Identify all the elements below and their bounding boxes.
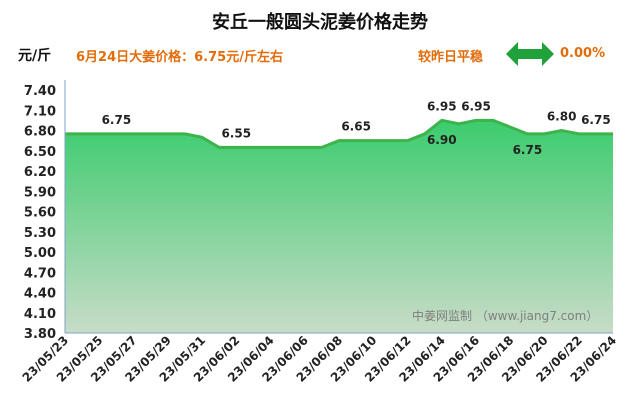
area-fill bbox=[65, 120, 613, 334]
double-arrow-icon bbox=[506, 42, 554, 66]
y-tick-label: 6.50 bbox=[24, 145, 56, 160]
data-label: 6.90 bbox=[427, 133, 457, 147]
y-tick-label: 5.60 bbox=[24, 206, 56, 221]
y-tick-label: 4.10 bbox=[24, 307, 56, 322]
y-tick-label: 6.20 bbox=[24, 165, 56, 180]
y-tick-label: 7.10 bbox=[24, 104, 56, 119]
data-label: 6.95 bbox=[427, 99, 457, 113]
y-tick-label: 5.00 bbox=[24, 246, 56, 261]
y-tick-label: 4.40 bbox=[24, 287, 56, 302]
data-label: 6.95 bbox=[461, 99, 491, 113]
price-note: 6月24日大姜价格：6.75元/斤左右 bbox=[76, 50, 283, 65]
y-tick-label: 4.70 bbox=[24, 266, 56, 281]
y-tick-label: 6.80 bbox=[24, 125, 56, 140]
y-tick-label: 5.90 bbox=[24, 185, 56, 200]
data-label: 6.75 bbox=[102, 113, 132, 127]
compare-value: 0.00% bbox=[560, 46, 606, 61]
unit-label: 元/斤 bbox=[18, 48, 52, 64]
compare-label: 较昨日平稳 bbox=[418, 50, 484, 65]
chart-title: 安丘一般圆头泥姜价格走势 bbox=[212, 12, 428, 33]
y-tick-label: 5.30 bbox=[24, 226, 56, 241]
data-label: 6.80 bbox=[547, 110, 577, 124]
price-line bbox=[65, 118, 613, 149]
y-tick-label: 7.40 bbox=[24, 84, 56, 99]
data-label: 6.75 bbox=[513, 143, 543, 157]
data-label: 6.75 bbox=[581, 113, 611, 127]
data-label: 6.65 bbox=[341, 120, 371, 134]
y-tick-label: 3.80 bbox=[24, 327, 56, 342]
data-label: 6.55 bbox=[221, 126, 251, 140]
watermark: 中姜网监制 （www.jiang7.com） bbox=[412, 308, 598, 323]
